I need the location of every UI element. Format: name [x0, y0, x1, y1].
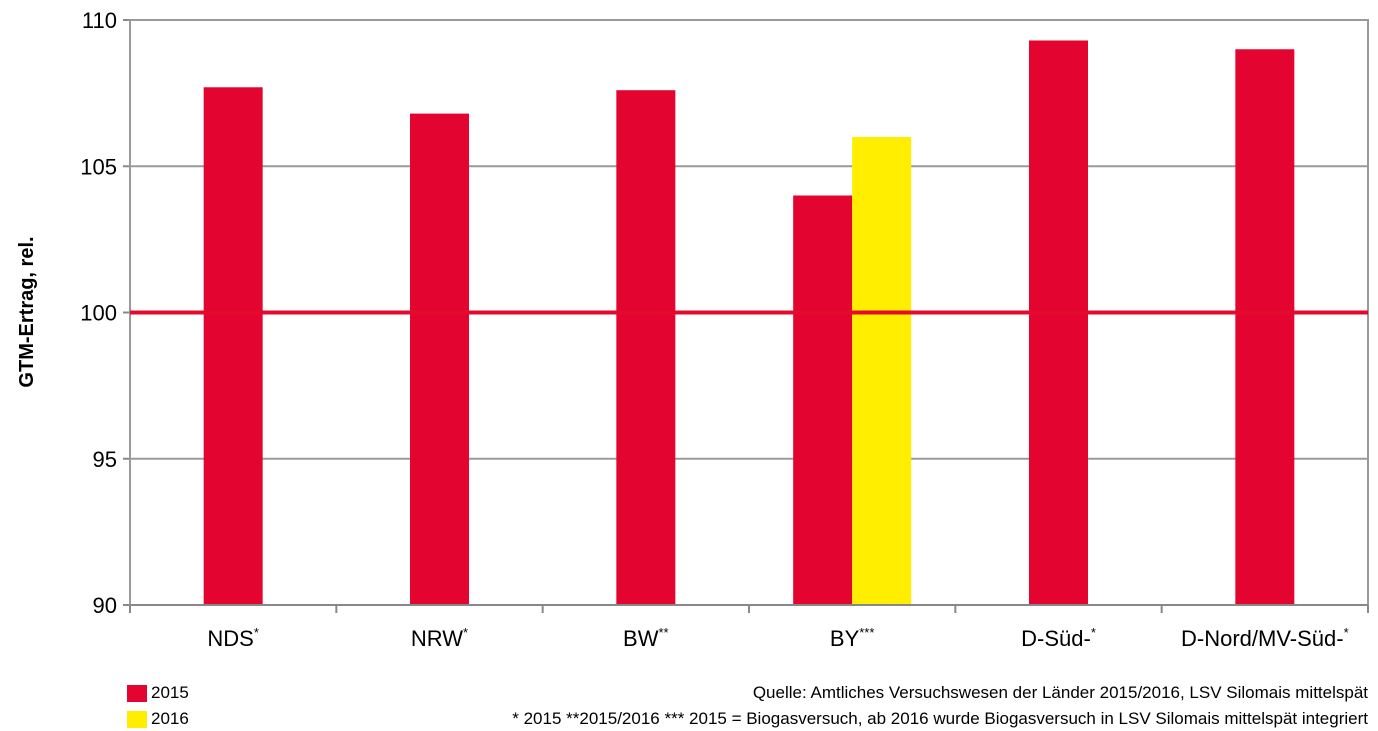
y-tick-label-100: 100 — [80, 301, 117, 326]
footnote-legend: * 2015 **2015/2016 *** 2015 = Biogasvers… — [512, 709, 1368, 728]
bar-2015-nrw — [410, 113, 469, 605]
x-tick-labels: NDS* NRW* BW** BY*** D-Süd-* D-Nord/MV-Süd-* — [207, 625, 1348, 651]
bar-2015-d-nord-mv-s-d- — [1235, 49, 1295, 605]
legend-swatch-2016 — [127, 710, 147, 728]
y-tick-label-110: 110 — [82, 8, 117, 33]
bar-2016-by — [852, 137, 912, 605]
x-tick-label-1: NDS* — [207, 625, 259, 651]
bar-2015-by — [793, 195, 853, 605]
bar-2015-nds — [203, 87, 263, 605]
bar-2015-bw — [616, 90, 676, 605]
bar-2015-d-s-d- — [1029, 40, 1088, 606]
source-note: Quelle: Amtliches Versuchswesen der Länd… — [752, 683, 1368, 702]
legend-item-2015: 2015 — [127, 683, 189, 703]
x-tick-label-4: BY*** — [830, 625, 875, 651]
legend-label-2015: 2015 — [151, 683, 189, 702]
x-tick-label-3: BW** — [623, 625, 669, 651]
legend-item-2016: 2016 — [127, 709, 189, 729]
y-axis-label: GTM-Ertrag, rel. — [16, 236, 38, 387]
y-tick-label-95: 95 — [93, 447, 117, 472]
y-tick-label-105: 105 — [80, 154, 117, 179]
bars — [203, 40, 1295, 606]
x-tick-label-2: NRW* — [411, 625, 468, 651]
x-tick-label-6: D-Nord/MV-Süd-* — [1181, 625, 1349, 651]
axes — [129, 19, 1369, 613]
y-tick-labels: 90 95 100 105 110 — [80, 8, 117, 618]
y-tick-label-90: 90 — [93, 593, 117, 618]
legend-label-2016: 2016 — [151, 709, 189, 728]
x-tick-label-5: D-Süd-* — [1021, 625, 1096, 651]
legend-swatch-2015 — [127, 684, 147, 702]
